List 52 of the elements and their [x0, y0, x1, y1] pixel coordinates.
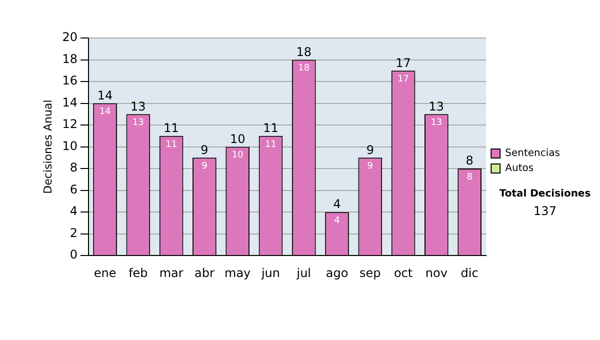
text: Total Decisiones [499, 188, 591, 200]
data-label: 14 [99, 107, 112, 118]
x-tick-label: jul [296, 266, 312, 280]
total-label: 4 [333, 197, 341, 212]
data-label: 18 [298, 64, 310, 74]
total-label: 9 [200, 142, 208, 157]
data-label: 11 [166, 140, 178, 150]
y-axis-title: Decisiones Anual [41, 100, 54, 194]
legend-label: Sentencias [505, 148, 560, 160]
total-label: 13 [130, 99, 146, 114]
x-tick-label: ago [326, 266, 348, 280]
legend-label: Autos [505, 163, 534, 174]
y-tick-label: 14 [62, 95, 78, 110]
x-tick-label: may [224, 266, 251, 280]
y-tick-label: 6 [70, 182, 78, 196]
data-label: 9 [202, 162, 208, 172]
total-label: 8 [466, 154, 474, 168]
x-tick-label: sep [360, 266, 381, 280]
text: 137 [534, 204, 556, 218]
total-label: 17 [396, 56, 411, 70]
y-tick-label: 4 [70, 204, 78, 218]
x-tick-label: feb [128, 266, 148, 280]
x-tick-label: oct [394, 266, 413, 280]
y-tick-label: 20 [62, 30, 78, 44]
total-label: 10 [230, 132, 246, 146]
y-tick-label: 8 [70, 160, 78, 175]
total-label: 9 [366, 142, 374, 157]
data-label: 9 [367, 162, 374, 172]
data-label: 13 [132, 118, 144, 128]
x-tick-label: dic [460, 266, 478, 280]
x-tick-label: mar [159, 266, 184, 280]
total-label: 14 [97, 88, 113, 102]
y-tick-label: 10 [62, 138, 78, 153]
y-tick-label: 0 [70, 248, 78, 262]
total-label: 18 [296, 44, 312, 59]
y-tick-label: 18 [62, 52, 78, 66]
data-label: 8 [466, 172, 473, 182]
data-label: 11 [265, 140, 276, 150]
data-label: 4 [334, 216, 340, 226]
data-label: 10 [232, 150, 244, 161]
data-label: 17 [398, 74, 410, 84]
x-tick-label: abr [194, 266, 214, 280]
y-tick-label: 2 [70, 226, 78, 240]
x-tick-label: jun [260, 266, 280, 280]
data-label: 13 [430, 118, 442, 128]
x-tick-label: nov [425, 266, 448, 280]
total-label: 11 [263, 121, 278, 136]
total-label: 11 [164, 121, 179, 136]
total-label: 13 [428, 99, 444, 114]
x-tick-label: ene [94, 266, 116, 280]
y-tick-label: 16 [62, 74, 78, 88]
y-tick-label: 12 [62, 117, 78, 132]
